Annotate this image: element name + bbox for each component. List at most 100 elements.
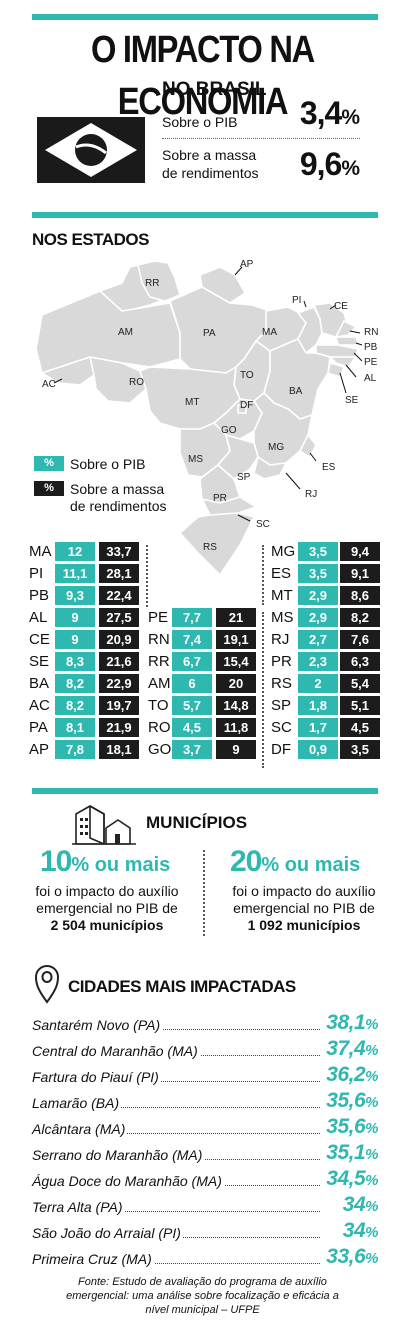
state-pib-value: 11,1 bbox=[55, 564, 95, 583]
state-pib-value: 3,5 bbox=[298, 564, 338, 583]
map-label-ap: AP bbox=[240, 259, 254, 270]
state-pib-value: 3,7 bbox=[172, 740, 212, 759]
state-code: PB bbox=[29, 587, 50, 604]
estados-title: NOS ESTADOS bbox=[32, 230, 149, 249]
city-value: 38,1% bbox=[326, 1011, 378, 1034]
state-massa-value: 22,4 bbox=[99, 586, 139, 605]
state-code: DF bbox=[271, 741, 291, 758]
state-row: RN 7,4 19,1 bbox=[148, 630, 256, 649]
state-row: AL 9 27,5 bbox=[29, 608, 139, 627]
city-name: Santarém Novo (PA) bbox=[32, 1017, 163, 1033]
map-label-al: AL bbox=[364, 373, 377, 384]
city-name: Serrano do Maranhão (MA) bbox=[32, 1147, 205, 1163]
brazil-map: RR AP AM PA MA PI CE RN PB PE AL SE AC R… bbox=[35, 259, 378, 576]
map-label-rr: RR bbox=[145, 278, 159, 289]
state-code: PI bbox=[29, 565, 44, 582]
state-pib-value: 1,8 bbox=[298, 696, 338, 715]
state-row: BA 8,2 22,9 bbox=[29, 674, 139, 693]
city-value: 36,2% bbox=[326, 1063, 378, 1086]
city-value: 34,5% bbox=[326, 1167, 378, 1190]
city-row: Santarém Novo (PA) 38,1% bbox=[32, 1011, 378, 1035]
map-label-ce: CE bbox=[334, 301, 348, 312]
brasil-massa-label: Sobre a massa de rendimentos bbox=[162, 147, 259, 181]
state-code: RN bbox=[148, 631, 170, 648]
municipios-left-percent: 10% ou mais bbox=[40, 845, 171, 878]
state-pib-value: 7,7 bbox=[172, 608, 212, 627]
city-name: Primeira Cruz (MA) bbox=[32, 1251, 154, 1267]
city-row: Terra Alta (PA) 34% bbox=[32, 1193, 378, 1217]
municipios-right-text: foi o impacto do auxílio emergencial no P… bbox=[232, 883, 376, 933]
state-row: MT 2,9 8,6 bbox=[271, 586, 380, 605]
state-row: SC 1,7 4,5 bbox=[271, 718, 380, 737]
state-code: MG bbox=[271, 543, 296, 560]
map-label-ma: MA bbox=[262, 327, 277, 338]
city-name: Fartura do Piauí (PI) bbox=[32, 1069, 161, 1085]
state-code: RJ bbox=[271, 631, 290, 648]
section-divider-bar-2 bbox=[32, 788, 378, 794]
state-code: PA bbox=[29, 719, 48, 736]
location-pin-icon bbox=[34, 965, 60, 1004]
state-row: SP 1,8 5,1 bbox=[271, 696, 380, 715]
city-row: Fartura do Piauí (PI) 36,2% bbox=[32, 1063, 378, 1087]
state-pib-value: 9 bbox=[55, 630, 95, 649]
state-row: DF 0,9 3,5 bbox=[271, 740, 380, 759]
state-row: AP 7,8 18,1 bbox=[29, 740, 139, 759]
state-row: GO 3,7 9 bbox=[148, 740, 256, 759]
state-pib-value: 4,5 bbox=[172, 718, 212, 737]
city-row: Lamarão (BA) 35,6% bbox=[32, 1089, 378, 1113]
state-massa-value: 20,9 bbox=[99, 630, 139, 649]
state-row: RS 2 5,4 bbox=[271, 674, 380, 693]
state-row: CE 9 20,9 bbox=[29, 630, 139, 649]
state-row: MS 2,9 8,2 bbox=[271, 608, 380, 627]
state-pib-value: 5,7 bbox=[172, 696, 212, 715]
city-name: Alcântara (MA) bbox=[32, 1121, 128, 1137]
state-massa-value: 14,8 bbox=[216, 696, 256, 715]
state-massa-value: 5,1 bbox=[340, 696, 380, 715]
state-row: TO 5,7 14,8 bbox=[148, 696, 256, 715]
state-pib-value: 0,9 bbox=[298, 740, 338, 759]
map-label-pa: PA bbox=[203, 328, 216, 339]
brasil-pib-label: Sobre o PIB bbox=[162, 114, 238, 130]
state-pib-value: 7,4 bbox=[172, 630, 212, 649]
state-row: MA 12 33,7 bbox=[29, 542, 139, 561]
city-row: Serrano do Maranhão (MA) 35,1% bbox=[32, 1141, 378, 1165]
city-value: 33,6% bbox=[326, 1245, 378, 1268]
state-massa-value: 11,8 bbox=[216, 718, 256, 737]
city-value: 34% bbox=[342, 1219, 379, 1242]
state-pib-value: 9 bbox=[55, 608, 95, 627]
city-row: Central do Maranhão (MA) 37,4% bbox=[32, 1037, 378, 1061]
city-value: 35,6% bbox=[326, 1115, 378, 1138]
state-massa-value: 8,2 bbox=[340, 608, 380, 627]
state-pib-value: 8,1 bbox=[55, 718, 95, 737]
state-row: PA 8,1 21,9 bbox=[29, 718, 139, 737]
state-massa-value: 5,4 bbox=[340, 674, 380, 693]
legend-pib: % Sobre o PIB bbox=[34, 456, 146, 473]
map-label-se: SE bbox=[345, 395, 359, 406]
city-value: 35,6% bbox=[326, 1089, 378, 1112]
state-pib-value: 6,7 bbox=[172, 652, 212, 671]
state-pib-value: 6 bbox=[172, 674, 212, 693]
state-code: RO bbox=[148, 719, 171, 736]
state-pib-value: 12 bbox=[55, 542, 95, 561]
municipios-right-percent: 20% ou mais bbox=[230, 845, 361, 878]
map-label-df: DF bbox=[240, 400, 253, 411]
state-code: SE bbox=[29, 653, 50, 670]
city-leader-dots bbox=[32, 1107, 320, 1108]
brasil-divider bbox=[162, 138, 360, 139]
city-leader-dots bbox=[32, 1263, 320, 1264]
state-row: ES 3,5 9,1 bbox=[271, 564, 380, 583]
city-value: 37,4% bbox=[326, 1037, 378, 1060]
state-massa-value: 19,7 bbox=[99, 696, 139, 715]
state-row: PB 9,3 22,4 bbox=[29, 586, 139, 605]
state-code: PR bbox=[271, 653, 292, 670]
city-leader-dots bbox=[32, 1133, 320, 1134]
state-code: BA bbox=[29, 675, 50, 692]
state-code: MT bbox=[271, 587, 293, 604]
map-label-mt: MT bbox=[185, 397, 199, 408]
state-massa-value: 21,6 bbox=[99, 652, 139, 671]
state-pib-value: 2,9 bbox=[298, 608, 338, 627]
map-label-sc: SC bbox=[256, 519, 270, 530]
state-massa-value: 18,1 bbox=[99, 740, 139, 759]
state-row: RJ 2,7 7,6 bbox=[271, 630, 380, 649]
brasil-massa-value: 9,6% bbox=[299, 146, 360, 182]
